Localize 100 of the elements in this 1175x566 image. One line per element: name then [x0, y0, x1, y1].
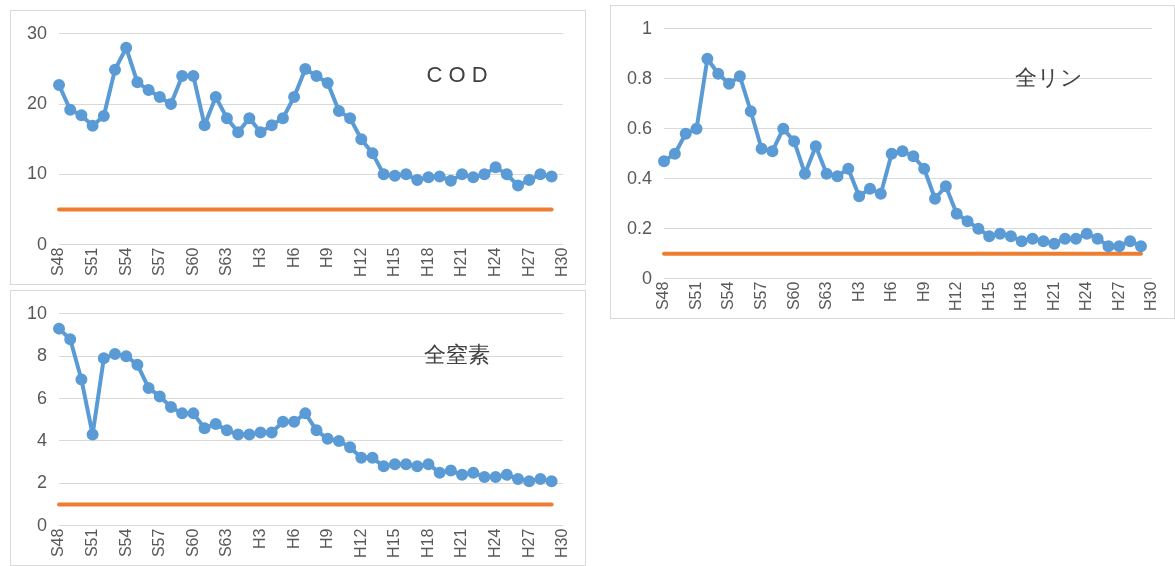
x-tick-label: H9: [914, 281, 932, 303]
point: [232, 428, 245, 441]
point: [1004, 230, 1017, 243]
point: [332, 105, 345, 118]
point: [276, 112, 289, 125]
point: [433, 170, 446, 183]
x-tick-label: H30: [553, 528, 571, 559]
text: C O D: [426, 62, 488, 88]
point: [164, 98, 177, 111]
point: [433, 466, 446, 479]
point: [299, 62, 312, 75]
point: [220, 424, 233, 437]
point: [377, 168, 390, 181]
x-tick-label: H30: [553, 247, 571, 278]
point: [777, 122, 790, 135]
x-tick-label: H30: [1142, 281, 1160, 312]
text: 全リン: [1015, 64, 1084, 90]
point: [456, 168, 469, 181]
point: [820, 167, 833, 180]
point: [377, 460, 390, 473]
x-tick-label: H3: [250, 247, 268, 269]
x-tick-label: H12: [947, 281, 965, 312]
point: [863, 182, 876, 195]
point: [53, 322, 66, 335]
point: [1134, 240, 1147, 253]
x-tick-label: H21: [452, 247, 470, 278]
point: [53, 79, 66, 92]
point: [355, 133, 368, 146]
point: [288, 91, 301, 104]
point: [176, 407, 189, 420]
x-tick-label: H3: [849, 281, 867, 303]
x-tick-label: H24: [486, 247, 504, 278]
point: [187, 407, 200, 420]
x-tick-label: S48: [49, 247, 67, 277]
point: [523, 475, 536, 488]
point: [690, 122, 703, 135]
point: [310, 424, 323, 437]
point: [209, 417, 222, 430]
point: [744, 105, 757, 118]
point: [1080, 227, 1093, 240]
point: [478, 470, 491, 483]
point: [1102, 240, 1115, 253]
x-tick-label: H6: [882, 281, 900, 303]
y-tick-label: 2: [37, 472, 48, 493]
point: [97, 110, 110, 123]
x-tick-label: S54: [719, 281, 737, 311]
point: [344, 112, 357, 125]
point: [131, 358, 144, 371]
point: [467, 466, 480, 479]
point: [918, 162, 931, 175]
y-tick-label: 8: [37, 345, 48, 366]
point: [109, 63, 121, 76]
point: [896, 145, 909, 158]
point: [86, 428, 99, 441]
point: [1015, 235, 1028, 248]
point: [500, 468, 513, 481]
point: [712, 67, 725, 80]
y-tick-label: 10: [26, 163, 48, 184]
point: [422, 171, 435, 184]
x-tick-label: H27: [519, 528, 537, 559]
point: [288, 415, 301, 428]
point: [1059, 232, 1072, 245]
x-tick-label: S54: [116, 247, 134, 277]
point: [512, 473, 525, 486]
y-tick-label: 0.4: [626, 167, 653, 188]
point: [885, 147, 898, 160]
point: [679, 127, 692, 140]
point: [1048, 237, 1061, 250]
point: [809, 140, 822, 153]
point: [243, 428, 256, 441]
point: [366, 451, 379, 464]
y-tick-label: 6: [37, 387, 48, 408]
point: [422, 458, 435, 471]
point: [1124, 235, 1137, 248]
y-tick-label: 10: [26, 302, 48, 323]
point: [232, 126, 245, 139]
point: [388, 169, 401, 182]
x-tick-label: H15: [385, 528, 403, 559]
x-tick-label: S57: [751, 281, 769, 311]
x-tick-label: H3: [250, 528, 268, 550]
point: [265, 119, 278, 132]
point: [64, 333, 77, 346]
point: [994, 227, 1007, 240]
point: [456, 468, 469, 481]
y-tick-label: 30: [26, 22, 48, 43]
point: [500, 168, 513, 181]
point: [701, 52, 714, 65]
x-tick-label: H24: [486, 528, 504, 559]
point: [668, 147, 681, 160]
point: [276, 415, 289, 428]
point: [220, 112, 233, 125]
x-tick-label: S63: [217, 247, 235, 277]
x-tick-label: H15: [979, 281, 997, 312]
x-tick-label: H18: [1012, 281, 1030, 312]
point: [411, 460, 424, 473]
point: [1113, 240, 1126, 253]
point: [97, 352, 110, 365]
point: [929, 192, 942, 205]
point: [120, 41, 133, 54]
point: [950, 207, 963, 220]
